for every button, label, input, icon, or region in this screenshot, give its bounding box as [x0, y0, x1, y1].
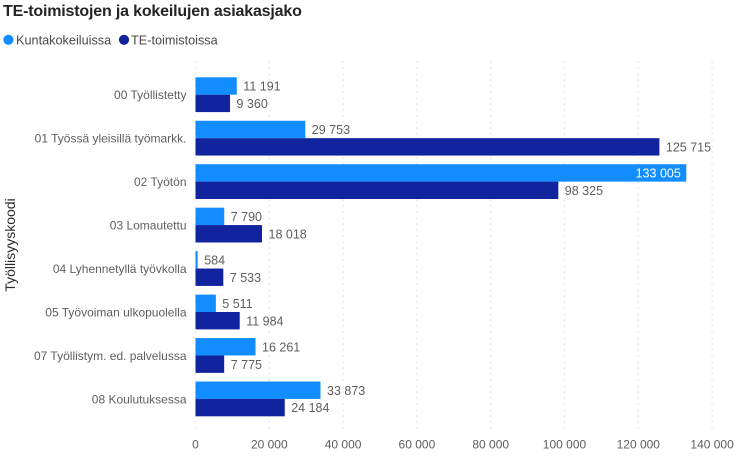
svg-text:100 000: 100 000: [543, 438, 587, 452]
svg-text:11 191: 11 191: [243, 80, 280, 94]
svg-text:98 325: 98 325: [565, 184, 603, 198]
svg-text:00 Työllistetty: 00 Työllistetty: [114, 88, 186, 102]
svg-text:40 000: 40 000: [325, 438, 362, 452]
svg-text:133 005: 133 005: [636, 167, 681, 181]
svg-text:0: 0: [192, 438, 199, 452]
svg-text:120 000: 120 000: [617, 438, 661, 452]
svg-text:05 Työvoiman ulkopuolella: 05 Työvoiman ulkopuolella: [45, 305, 187, 319]
svg-text:Työllisyyskoodi: Työllisyyskoodi: [2, 198, 18, 291]
svg-text:03 Lomautettu: 03 Lomautettu: [110, 219, 187, 233]
svg-text:7 790: 7 790: [231, 210, 262, 224]
svg-text:11 984: 11 984: [246, 314, 283, 328]
svg-text:5 511: 5 511: [222, 297, 252, 311]
svg-text:Kuntakokeiluissa: Kuntakokeiluissa: [16, 33, 112, 47]
svg-text:TE-toimistojen ja kokeilujen a: TE-toimistojen ja kokeilujen asiakasjako: [3, 3, 302, 20]
svg-text:TE-toimistoissa: TE-toimistoissa: [131, 33, 219, 47]
svg-text:08 Koulutuksessa: 08 Koulutuksessa: [92, 392, 187, 406]
svg-text:24 184: 24 184: [291, 401, 329, 415]
svg-text:20 000: 20 000: [251, 438, 288, 452]
svg-text:140 000: 140 000: [690, 438, 734, 452]
svg-text:33 873: 33 873: [327, 384, 365, 398]
svg-text:80 000: 80 000: [472, 438, 509, 452]
svg-text:02 Työtön: 02 Työtön: [134, 175, 187, 189]
svg-text:7 775: 7 775: [231, 358, 262, 372]
svg-text:9 360: 9 360: [237, 97, 268, 111]
svg-text:01 Työssä yleisillä työmarkk.: 01 Työssä yleisillä työmarkk.: [35, 132, 187, 146]
svg-text:7 533: 7 533: [230, 271, 261, 285]
svg-text:60 000: 60 000: [399, 438, 436, 452]
svg-text:04 Lyhennetyllä työvkolla: 04 Lyhennetyllä työvkolla: [53, 262, 187, 276]
svg-text:16 261: 16 261: [262, 340, 300, 354]
svg-text:29 753: 29 753: [312, 123, 350, 137]
svg-text:18 018: 18 018: [269, 227, 307, 241]
svg-text:07 Työllistym. ed. palvelussa: 07 Työllistym. ed. palvelussa: [34, 349, 187, 363]
svg-text:584: 584: [204, 253, 225, 267]
svg-text:125 715: 125 715: [666, 141, 711, 155]
